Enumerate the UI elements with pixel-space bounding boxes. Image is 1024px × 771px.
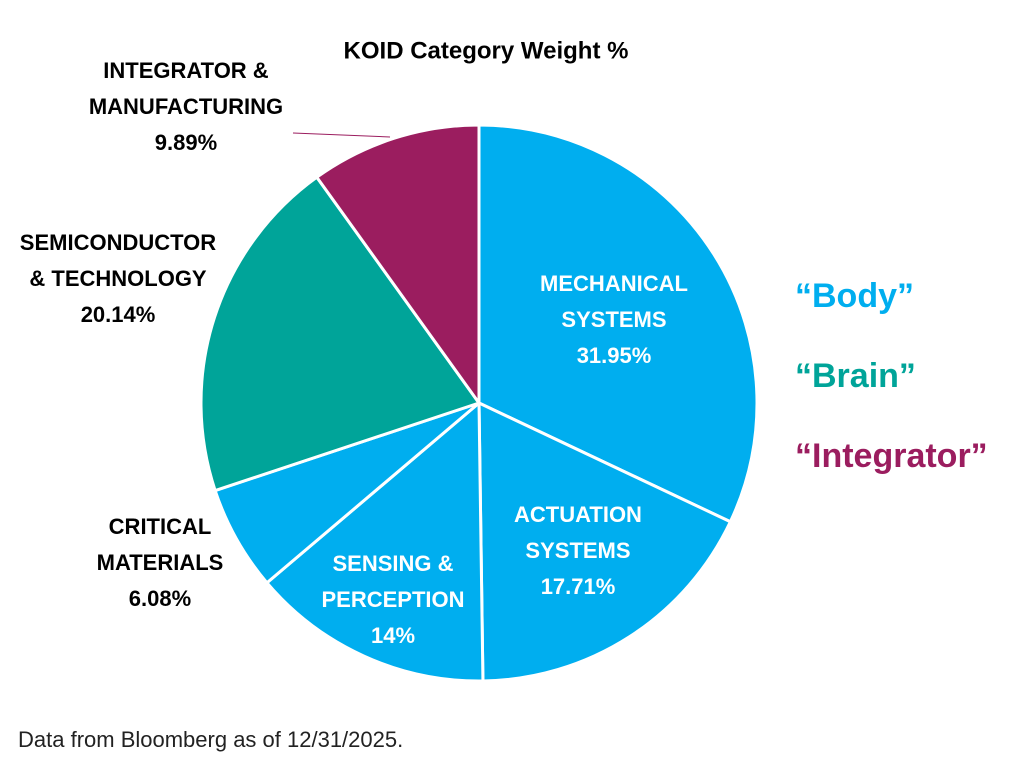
slice-label: INTEGRATOR & MANUFACTURING [89, 58, 283, 119]
value-label: 31.95% [577, 343, 652, 368]
pie-slice [264, 399, 485, 683]
pie-slice [199, 175, 482, 493]
pie-slice [477, 123, 759, 524]
pie-slice [314, 123, 481, 408]
value-label: 17.71% [541, 574, 616, 599]
slice-label: SENSING & PERCEPTION [321, 551, 464, 612]
footnote: Data from Bloomberg as of 12/31/2025. [18, 727, 403, 752]
chart-title: KOID Category Weight % [344, 37, 629, 64]
value-label: 6.08% [129, 586, 191, 611]
annotation: “Brain” [795, 357, 916, 395]
slice-label: CRITICAL MATERIALS [97, 514, 224, 575]
value-label: 20.14% [81, 302, 156, 327]
leader-line [292, 132, 391, 138]
value-label: 14% [371, 623, 415, 648]
slice-label: MECHANICAL SYSTEMS [540, 271, 688, 332]
slice-label: SEMICONDUCTOR & TECHNOLOGY [20, 230, 216, 291]
value-label: 9.89% [155, 130, 217, 155]
annotation: “Integrator” [795, 437, 988, 475]
slice-label: ACTUATION SYSTEMS [514, 502, 642, 563]
annotation: “Body” [795, 277, 914, 315]
pie-slice [477, 400, 733, 683]
